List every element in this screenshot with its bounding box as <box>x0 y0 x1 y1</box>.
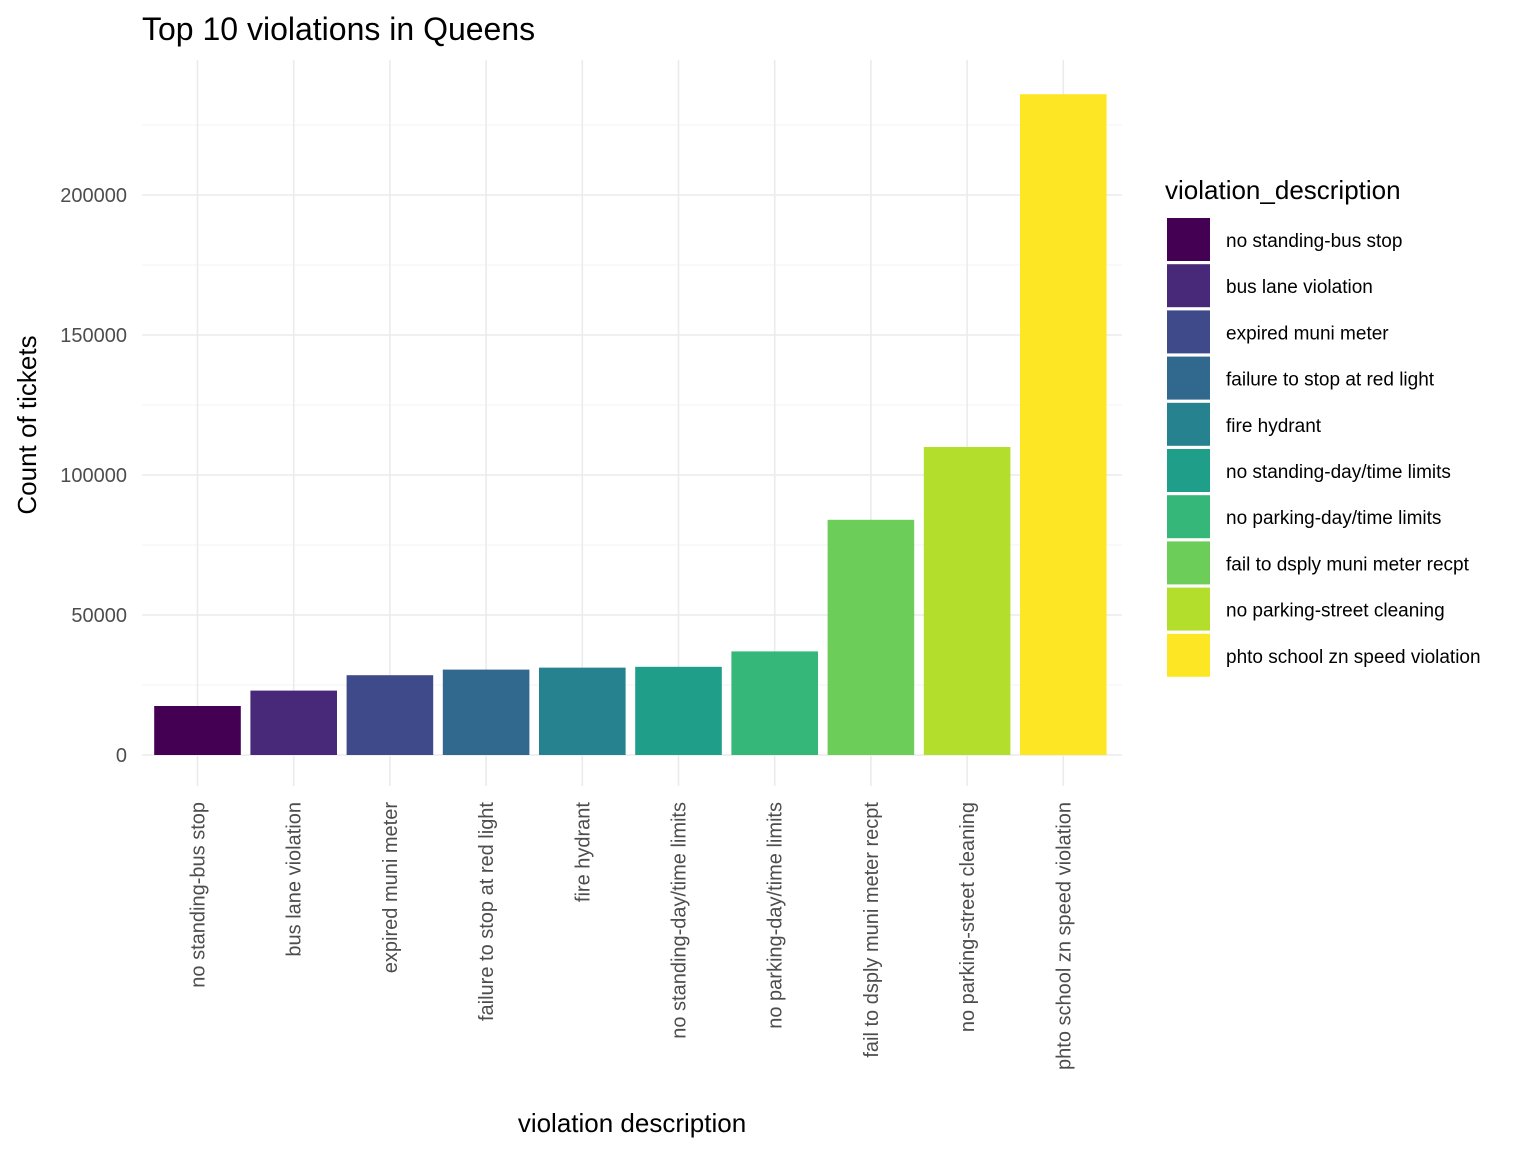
legend-key <box>1167 495 1210 539</box>
legend: violation_description no standing-bus st… <box>1165 175 1481 677</box>
legend-label: fire hydrant <box>1226 416 1322 437</box>
legend-label: no parking-day/time limits <box>1226 508 1441 529</box>
bar <box>154 706 241 755</box>
bar <box>1020 94 1107 755</box>
bars <box>154 94 1107 755</box>
legend-items: no standing-bus stop bus lane violation ex… <box>1167 218 1481 677</box>
x-tick-label: phto school zn speed violation <box>1053 802 1075 1070</box>
x-tick-label: failure to stop at red light <box>476 802 498 1021</box>
bar <box>635 666 722 755</box>
bar <box>250 690 337 755</box>
bar <box>539 667 626 755</box>
y-tick-label: 200000 <box>60 185 127 207</box>
legend-key <box>1167 449 1210 492</box>
bar <box>346 675 434 755</box>
legend-label: expired muni meter <box>1226 323 1389 344</box>
chart-title: Top 10 violations in Queens <box>142 11 535 47</box>
legend-key <box>1167 218 1210 261</box>
legend-label: no standing-bus stop <box>1226 231 1402 252</box>
x-axis-title: violation description <box>518 1108 746 1138</box>
legend-label: bus lane violation <box>1226 277 1373 298</box>
legend-label: failure to stop at red light <box>1226 370 1435 391</box>
x-tick-label: no standing-day/time limits <box>669 802 691 1039</box>
legend-key <box>1167 264 1210 308</box>
x-tick-label: no standing-bus stop <box>188 802 210 988</box>
legend-label: phto school zn speed violation <box>1226 647 1481 668</box>
y-tick-label: 150000 <box>60 325 127 347</box>
legend-key <box>1167 402 1210 446</box>
x-tick-label: no parking-day/time limits <box>765 802 787 1029</box>
bar <box>923 447 1011 755</box>
y-axis-title: Count of tickets <box>12 335 42 514</box>
x-axis-ticks: no standing-bus stop bus lane violation ex… <box>188 802 1076 1070</box>
y-tick-label: 100000 <box>60 465 127 487</box>
legend-label: no standing-day/time limits <box>1226 462 1451 483</box>
legend-label: no parking-street cleaning <box>1226 601 1445 622</box>
legend-key <box>1167 356 1210 400</box>
legend-title: violation_description <box>1165 175 1401 205</box>
x-tick-label: bus lane violation <box>284 802 306 957</box>
y-axis-ticks: 0 50000 100000 150000 200000 <box>60 185 127 767</box>
x-tick-label: expired muni meter <box>380 802 402 974</box>
y-tick-label: 0 <box>116 745 127 767</box>
legend-key <box>1167 587 1210 631</box>
bar <box>442 669 530 755</box>
bar <box>827 519 915 755</box>
legend-key <box>1167 633 1210 677</box>
legend-key <box>1167 541 1210 585</box>
x-tick-label: fail to dsply muni meter recpt <box>861 802 883 1058</box>
x-tick-label: fire hydrant <box>572 802 594 902</box>
x-tick-label: no parking-street cleaning <box>957 802 979 1032</box>
y-tick-label: 50000 <box>71 605 127 627</box>
legend-key <box>1167 310 1210 354</box>
bar <box>731 651 818 755</box>
legend-label: fail to dsply muni meter recpt <box>1226 554 1470 575</box>
